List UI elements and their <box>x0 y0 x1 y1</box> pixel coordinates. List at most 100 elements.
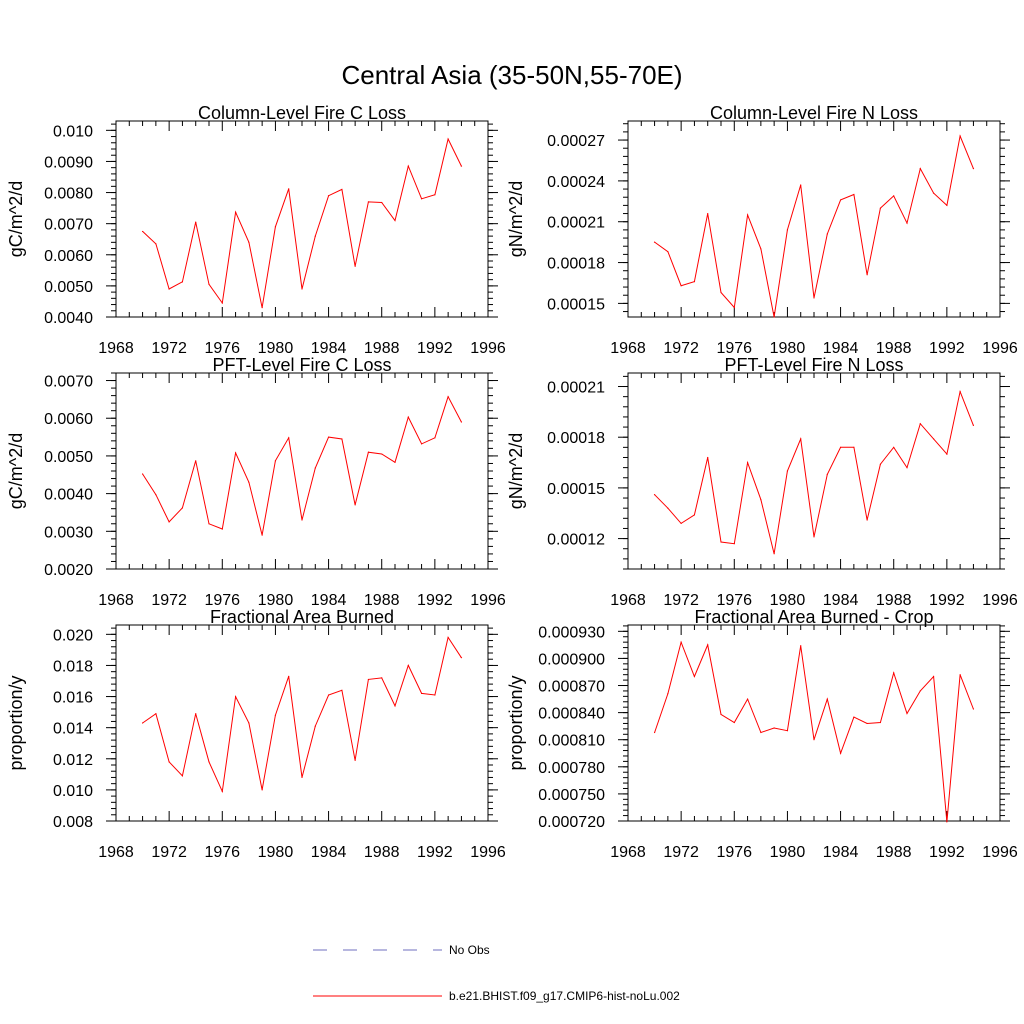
data-point <box>919 690 921 692</box>
y-tick-label: 0.014 <box>53 721 93 738</box>
x-tick-label: 1976 <box>204 844 240 861</box>
data-point <box>195 460 197 462</box>
series-line <box>654 134 974 318</box>
y-tick-label: 0.000780 <box>538 760 605 777</box>
data-point <box>786 470 789 472</box>
data-point <box>932 438 935 440</box>
data-point <box>879 721 882 724</box>
y-tick-label: 0.0090 <box>44 154 93 171</box>
x-tick-label: 1968 <box>98 592 134 609</box>
x-tick-label: 1984 <box>823 592 859 609</box>
x-tick-label: 1972 <box>663 340 699 357</box>
x-tick-label: 1968 <box>610 340 646 357</box>
data-point <box>341 689 343 691</box>
data-point <box>327 436 330 438</box>
data-point <box>460 657 463 659</box>
y-tick-label: 0.00015 <box>547 481 605 498</box>
x-tick-label: 1996 <box>982 592 1018 609</box>
panel-title: Column-Level Fire C Loss <box>198 103 406 123</box>
data-point <box>707 644 709 646</box>
data-point <box>447 636 449 639</box>
data-point <box>959 674 961 676</box>
series-line <box>142 636 462 794</box>
data-point <box>879 463 882 465</box>
x-tick-label: 1988 <box>364 592 400 609</box>
data-point <box>168 761 170 763</box>
data-point <box>367 201 370 203</box>
data-point <box>155 243 157 245</box>
series-line <box>142 395 462 536</box>
x-tick-label: 1980 <box>770 844 806 861</box>
data-point <box>381 453 383 455</box>
data-point <box>773 727 775 729</box>
data-point <box>972 424 975 426</box>
data-point <box>234 452 237 454</box>
series-line <box>654 640 974 822</box>
data-point <box>341 188 343 191</box>
y-tick-label: 0.00018 <box>547 256 605 273</box>
y-tick-label: 0.00015 <box>547 296 605 313</box>
data-point <box>707 456 709 459</box>
data-point <box>720 291 722 294</box>
x-tick-label: 1980 <box>258 592 294 609</box>
data-point <box>195 713 197 715</box>
data-point <box>341 438 343 440</box>
plot-frame <box>627 372 1001 570</box>
y-axis-label: gN/m^2/d <box>506 433 526 509</box>
y-axis-label: proportion/y <box>6 675 26 770</box>
x-tick-label: 1996 <box>470 592 506 609</box>
data-point <box>813 739 815 741</box>
data-point <box>327 694 330 696</box>
data-point <box>195 221 197 223</box>
data-point <box>680 522 682 524</box>
data-point <box>826 698 828 700</box>
x-tick-label: 1972 <box>151 340 187 357</box>
data-point <box>221 302 223 304</box>
y-tick-label: 0.00018 <box>547 430 605 447</box>
x-tick-label: 1972 <box>151 592 187 609</box>
plot-frame <box>115 372 489 570</box>
chart-panel-2: Column-Level Fire N Loss 1968 1972 1976 1980… <box>506 103 1018 357</box>
x-tick-label: 1976 <box>204 592 240 609</box>
data-point <box>853 193 855 196</box>
x-tick-label: 1976 <box>716 844 752 861</box>
data-point <box>274 226 277 228</box>
data-point <box>460 421 463 423</box>
data-point <box>314 235 316 237</box>
x-tick-label: 1976 <box>716 592 752 609</box>
x-tick-label: 1992 <box>417 340 453 357</box>
plot-frame <box>115 624 489 822</box>
data-point <box>866 519 868 521</box>
data-point <box>667 693 669 695</box>
data-point <box>248 241 250 243</box>
data-point <box>221 790 223 793</box>
panel-title: Fractional Area Burned <box>210 607 394 627</box>
x-tick-label: 1988 <box>876 592 912 609</box>
x-tick-label: 1980 <box>770 592 806 609</box>
y-tick-label: 0.00021 <box>547 380 605 397</box>
x-tick-label: 1984 <box>311 592 347 609</box>
x-tick-label: 1996 <box>982 340 1018 357</box>
x-tick-label: 1984 <box>823 340 859 357</box>
data-point <box>800 184 802 186</box>
data-point <box>420 692 423 695</box>
y-tick-label: 0.0040 <box>44 487 93 504</box>
data-point <box>407 416 409 418</box>
data-point <box>447 138 449 140</box>
y-tick-label: 0.000930 <box>538 624 605 641</box>
data-point <box>733 721 735 724</box>
data-point <box>680 641 682 643</box>
y-tick-label: 0.0020 <box>44 562 93 579</box>
data-point <box>932 192 935 194</box>
data-point <box>786 229 789 231</box>
data-point <box>301 776 303 779</box>
data-point <box>261 534 263 536</box>
data-point <box>288 437 290 439</box>
data-point <box>733 306 735 309</box>
data-point <box>760 499 762 501</box>
x-tick-label: 1980 <box>770 340 806 357</box>
chart-panel-1: Column-Level Fire C Loss 1968 1972 1976 1980… <box>6 103 506 357</box>
data-point <box>155 494 157 496</box>
data-point <box>248 722 250 724</box>
data-point <box>181 507 184 509</box>
